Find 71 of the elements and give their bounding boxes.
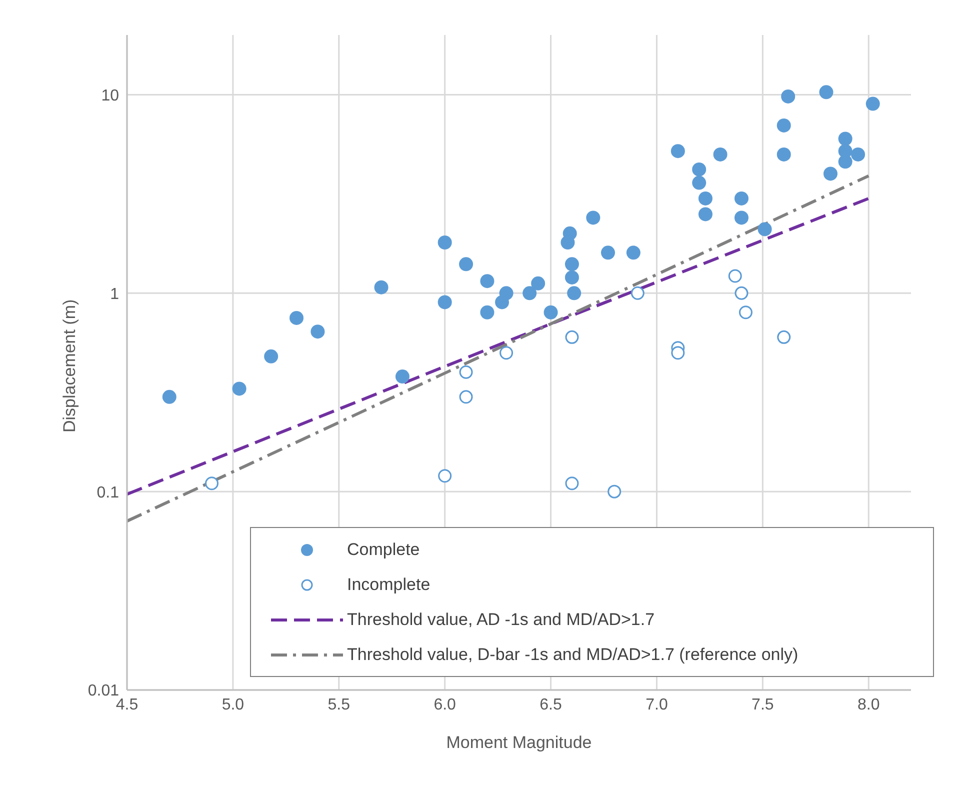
point bbox=[162, 390, 176, 404]
point bbox=[781, 89, 796, 104]
point bbox=[819, 85, 834, 100]
point bbox=[738, 306, 752, 320]
x-tick-label: 8.0 bbox=[857, 696, 880, 714]
point bbox=[823, 166, 838, 181]
x-tick-label: 5.5 bbox=[328, 696, 350, 714]
point bbox=[734, 210, 748, 225]
point bbox=[586, 210, 600, 225]
legend-label: Threshold value, D-bar -1s and MD/AD>1.7 (reference only) bbox=[347, 644, 798, 664]
legend-label: Incomplete bbox=[347, 574, 430, 594]
point bbox=[670, 144, 685, 158]
point bbox=[698, 207, 712, 222]
point bbox=[438, 295, 452, 310]
point bbox=[310, 324, 325, 339]
point bbox=[499, 286, 514, 300]
x-tick-label: 5.0 bbox=[222, 696, 244, 714]
point bbox=[562, 226, 577, 240]
point bbox=[395, 370, 410, 384]
point bbox=[459, 257, 474, 272]
point bbox=[626, 246, 640, 260]
x-tick-label: 6.0 bbox=[434, 696, 456, 714]
point bbox=[564, 257, 579, 272]
point bbox=[758, 222, 772, 236]
x-tick-label: 6.5 bbox=[540, 696, 562, 714]
point bbox=[713, 147, 728, 162]
point bbox=[500, 346, 514, 360]
point bbox=[776, 147, 791, 162]
point bbox=[459, 365, 473, 379]
point bbox=[838, 132, 852, 146]
point bbox=[531, 276, 546, 290]
point bbox=[728, 269, 742, 283]
y-tick-label: 1 bbox=[110, 286, 120, 303]
point bbox=[522, 286, 537, 300]
point bbox=[734, 286, 748, 300]
point bbox=[851, 147, 866, 162]
point bbox=[290, 310, 304, 325]
point bbox=[565, 476, 579, 490]
point bbox=[866, 96, 880, 111]
point bbox=[734, 191, 748, 206]
point bbox=[374, 280, 388, 294]
point bbox=[438, 469, 452, 483]
point bbox=[608, 484, 622, 498]
point bbox=[480, 274, 494, 288]
y-tick-label: 0.1 bbox=[96, 484, 120, 502]
point bbox=[692, 176, 706, 190]
point bbox=[777, 330, 791, 344]
point bbox=[264, 349, 278, 364]
legend-label: Threshold value, AD -1s and MD/AD>1.7 bbox=[347, 610, 655, 630]
x-axis-title: Moment Magnitude bbox=[446, 733, 592, 752]
point bbox=[205, 476, 219, 490]
point bbox=[565, 330, 579, 344]
y-axis-title: Displacement (m) bbox=[60, 299, 80, 432]
y-tick-label: 10 bbox=[101, 87, 120, 104]
point bbox=[692, 162, 706, 176]
legend-label: Complete bbox=[347, 540, 420, 560]
point bbox=[438, 236, 452, 250]
point bbox=[671, 346, 685, 360]
point bbox=[630, 286, 644, 300]
point bbox=[600, 246, 615, 260]
point bbox=[567, 286, 582, 300]
point bbox=[838, 154, 852, 169]
point bbox=[232, 382, 246, 396]
point bbox=[776, 118, 791, 132]
point bbox=[459, 390, 473, 404]
x-tick-label: 7.5 bbox=[752, 696, 774, 714]
point bbox=[480, 305, 494, 320]
point bbox=[698, 191, 712, 206]
point bbox=[544, 305, 558, 320]
x-tick-label: 7.0 bbox=[646, 696, 668, 714]
point bbox=[564, 270, 579, 284]
